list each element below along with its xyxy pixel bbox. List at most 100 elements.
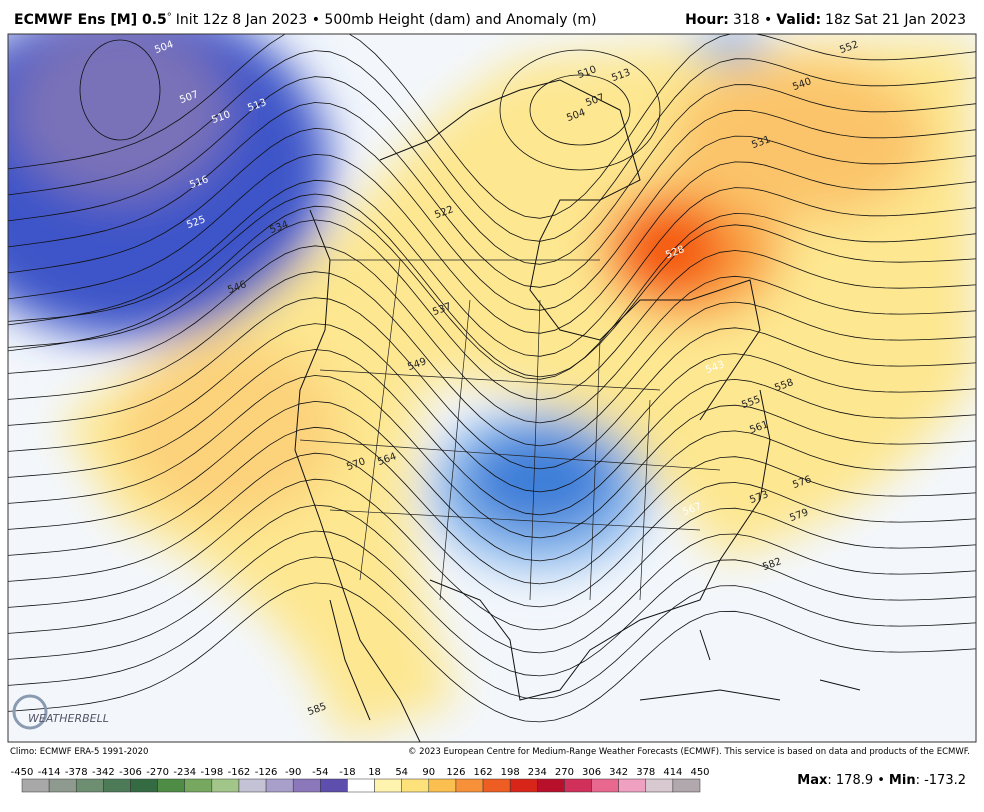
- contour-ring: [529, 74, 631, 146]
- colorbar-swatch: [292, 778, 321, 793]
- max-label: Max: [797, 773, 828, 788]
- contour-ring: [79, 39, 161, 141]
- colorbar-swatch: [48, 778, 77, 793]
- valid-label: Valid:: [776, 12, 821, 28]
- colorbar-label: -234: [173, 767, 196, 778]
- contour-line: [8, 400, 976, 562]
- colorbar-label: -342: [92, 767, 115, 778]
- hour-label: Hour:: [685, 12, 729, 28]
- colorbar-swatch: [157, 778, 185, 793]
- colorbar-label: -450: [11, 767, 34, 778]
- copyright: © 2023 European Centre for Medium-Range …: [408, 747, 970, 757]
- colorbar-swatch: [591, 778, 619, 793]
- contour-line: [8, 245, 976, 424]
- colorbar-label: -18: [339, 767, 355, 778]
- max-min: Max: 178.9 • Min: -173.2: [797, 773, 966, 788]
- header: ECMWF Ens [M] 0.5° Init 12z 8 Jan 2023 • …: [14, 12, 966, 28]
- contour-line: [8, 205, 976, 380]
- contour-line: [8, 219, 976, 401]
- colorbar-swatch: [374, 778, 402, 793]
- colorbar-label: -414: [38, 767, 61, 778]
- title: ECMWF Ens [M] 0.5° Init 12z 8 Jan 2023 • …: [14, 12, 597, 28]
- contour-line: [8, 76, 976, 265]
- colorbar-label: 126: [446, 767, 465, 778]
- colorbar-swatch: [455, 778, 484, 793]
- colorbar-swatch: [401, 778, 430, 793]
- colorbar-label: 378: [636, 767, 655, 778]
- contour-line: [8, 50, 976, 242]
- contour-line: [8, 271, 976, 447]
- contour-line: [8, 153, 976, 334]
- colorbar-label: 198: [501, 767, 520, 778]
- colorbar-label: -198: [200, 767, 223, 778]
- colorbar-label: 90: [422, 767, 435, 778]
- logo-text: WEATHERBELL: [28, 712, 109, 725]
- contour-line: [8, 375, 976, 539]
- min-value: : -173.2: [916, 773, 966, 788]
- title-model: ECMWF Ens [M] 0.5: [14, 12, 167, 28]
- colorbar-swatch: [618, 778, 647, 793]
- hour-value: 318 •: [733, 12, 772, 28]
- colorbar-swatch: [211, 778, 240, 793]
- colorbar-swatch: [103, 778, 131, 793]
- contour-line: [8, 504, 976, 654]
- colorbar-swatch: [320, 778, 348, 793]
- colorbar-swatch: [564, 778, 592, 793]
- colorbar: -450 -414 -378 -342 -306 -270 -234 -198 -162 -126…: [11, 767, 710, 793]
- colorbar-swatch: [482, 778, 511, 793]
- colorbar-label: 234: [528, 767, 547, 778]
- climo-note: Climo: ECMWF ERA-5 1991-2020: [10, 747, 148, 757]
- colorbar-label: -306: [119, 767, 142, 778]
- contour-line: [8, 478, 976, 631]
- contour-ring: [499, 49, 661, 171]
- colorbar-label: 54: [395, 767, 408, 778]
- colorbar-label: 270: [555, 767, 574, 778]
- height-contours: [8, 34, 976, 723]
- colorbar-swatch: [428, 778, 457, 793]
- max-value: : 178.9 •: [827, 773, 885, 788]
- colorbar-label: -378: [65, 767, 88, 778]
- contour-line: [8, 297, 976, 470]
- colorbar-swatch: [75, 778, 104, 793]
- contour-line: [8, 349, 976, 516]
- state-borders: [299, 259, 721, 601]
- colorbar-label: 450: [690, 767, 709, 778]
- contour-line: [8, 102, 976, 288]
- colorbar-label: 18: [368, 767, 381, 778]
- colorbar-label: 414: [663, 767, 682, 778]
- logo: WEATHERBELL: [12, 694, 109, 730]
- contour-line: [8, 179, 976, 357]
- min-label: Min: [889, 773, 916, 788]
- title-rest: Init 12z 8 Jan 2023 • 500mb Height (dam)…: [176, 12, 597, 28]
- colorbar-label: -54: [312, 767, 328, 778]
- map-frame: [7, 33, 977, 743]
- colorbar-swatch: [21, 778, 50, 793]
- colorbar-swatch: [184, 778, 213, 793]
- colorbar-swatch: [130, 778, 158, 793]
- colorbar-label: -162: [228, 767, 251, 778]
- colorbar-label: -270: [146, 767, 169, 778]
- colorbar-swatch: [509, 778, 538, 793]
- colorbar-swatch: [645, 778, 674, 793]
- contour-line: [8, 582, 976, 723]
- title-degree: °: [167, 12, 172, 23]
- contour-line: [8, 556, 976, 700]
- contour-line: [8, 323, 976, 493]
- colorbar-swatch: [672, 778, 701, 793]
- valid-value: 18z Sat 21 Jan 2023: [825, 12, 966, 28]
- colorbar-label: -126: [255, 767, 278, 778]
- colorbar-label: 306: [582, 767, 601, 778]
- colorbar-label: 342: [609, 767, 628, 778]
- contour-line: [8, 34, 976, 219]
- contour-line: [8, 426, 976, 585]
- coastlines: [294, 79, 861, 742]
- colorbar-label: -90: [285, 767, 301, 778]
- contour-line: [8, 530, 976, 677]
- colorbar-label: 162: [473, 767, 492, 778]
- valid-time: Hour: 318 • Valid: 18z Sat 21 Jan 2023: [685, 12, 966, 28]
- colorbar-swatch: [265, 778, 294, 793]
- colorbar-swatch: [537, 778, 565, 793]
- colorbar-swatch: [347, 778, 375, 793]
